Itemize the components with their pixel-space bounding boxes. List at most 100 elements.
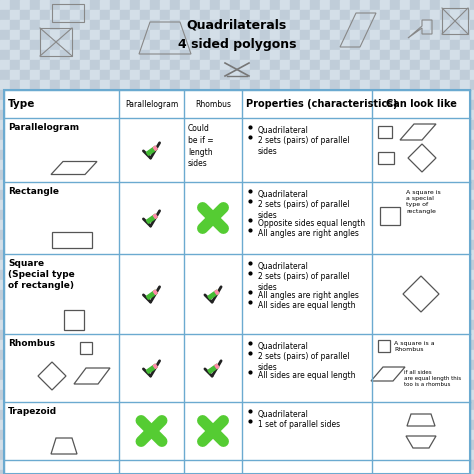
Bar <box>420 380 430 390</box>
Bar <box>130 350 140 360</box>
Bar <box>310 40 320 50</box>
Bar <box>190 370 200 380</box>
Bar <box>150 200 160 210</box>
Bar <box>170 440 180 450</box>
Bar <box>470 260 474 270</box>
Bar <box>440 60 450 70</box>
Bar <box>160 340 170 350</box>
Bar <box>310 240 320 250</box>
Bar <box>320 470 330 474</box>
Bar <box>380 70 390 80</box>
Bar <box>190 240 200 250</box>
Bar <box>60 200 70 210</box>
Bar <box>310 380 320 390</box>
Bar <box>450 140 460 150</box>
Bar <box>460 100 470 110</box>
Bar <box>180 200 190 210</box>
Bar <box>370 10 380 20</box>
Bar <box>50 0 60 10</box>
Bar <box>250 60 260 70</box>
Bar <box>220 150 230 160</box>
Bar <box>0 70 10 80</box>
Bar <box>0 80 10 90</box>
Bar <box>200 120 210 130</box>
Bar <box>160 90 170 100</box>
Bar <box>390 420 400 430</box>
Bar <box>160 300 170 310</box>
Bar <box>100 290 110 300</box>
Bar <box>30 310 40 320</box>
Bar <box>280 80 290 90</box>
Bar <box>160 320 170 330</box>
Bar <box>0 230 10 240</box>
Bar <box>360 150 370 160</box>
Bar <box>250 130 260 140</box>
Bar <box>290 290 300 300</box>
Bar <box>390 150 400 160</box>
Bar <box>460 160 470 170</box>
Bar <box>350 430 360 440</box>
Bar <box>220 230 230 240</box>
Bar <box>350 10 360 20</box>
Bar <box>100 190 110 200</box>
Bar <box>150 90 160 100</box>
Bar <box>170 240 180 250</box>
Bar <box>450 360 460 370</box>
Bar <box>440 270 450 280</box>
Bar <box>180 10 190 20</box>
Bar <box>270 310 280 320</box>
Bar <box>260 330 270 340</box>
Bar <box>150 380 160 390</box>
Bar <box>190 280 200 290</box>
Bar <box>20 10 30 20</box>
Bar <box>320 320 330 330</box>
Bar <box>90 120 100 130</box>
Bar <box>50 380 60 390</box>
Bar <box>0 140 10 150</box>
Bar <box>10 170 20 180</box>
Bar <box>10 380 20 390</box>
Bar <box>200 350 210 360</box>
Bar <box>50 70 60 80</box>
Bar <box>110 60 120 70</box>
Bar <box>150 40 160 50</box>
Text: Could
be if =
length
sides: Could be if = length sides <box>188 124 214 168</box>
Bar <box>130 470 140 474</box>
Bar <box>290 420 300 430</box>
Bar <box>30 240 40 250</box>
Text: 2 sets (pairs) of parallel
sides: 2 sets (pairs) of parallel sides <box>258 200 349 220</box>
Bar <box>120 110 130 120</box>
Bar <box>460 440 470 450</box>
Bar <box>330 220 340 230</box>
Bar <box>240 30 250 40</box>
Bar <box>250 340 260 350</box>
Bar <box>400 140 410 150</box>
Bar <box>390 370 400 380</box>
Bar <box>110 420 120 430</box>
Bar <box>300 150 310 160</box>
Bar <box>430 250 440 260</box>
Bar <box>300 180 310 190</box>
Bar <box>300 260 310 270</box>
Bar <box>50 130 60 140</box>
Bar <box>340 170 350 180</box>
Bar <box>90 90 100 100</box>
Bar <box>70 430 80 440</box>
Bar <box>420 210 430 220</box>
Bar <box>30 130 40 140</box>
Bar <box>190 330 200 340</box>
Bar <box>410 330 420 340</box>
Bar <box>20 290 30 300</box>
Bar <box>200 280 210 290</box>
Bar <box>70 310 80 320</box>
Bar <box>460 110 470 120</box>
Bar <box>120 280 130 290</box>
Bar <box>460 30 470 40</box>
Bar <box>450 150 460 160</box>
Bar <box>470 350 474 360</box>
Bar <box>430 410 440 420</box>
Bar <box>70 320 80 330</box>
Bar <box>110 10 120 20</box>
Bar <box>170 350 180 360</box>
Bar <box>110 450 120 460</box>
